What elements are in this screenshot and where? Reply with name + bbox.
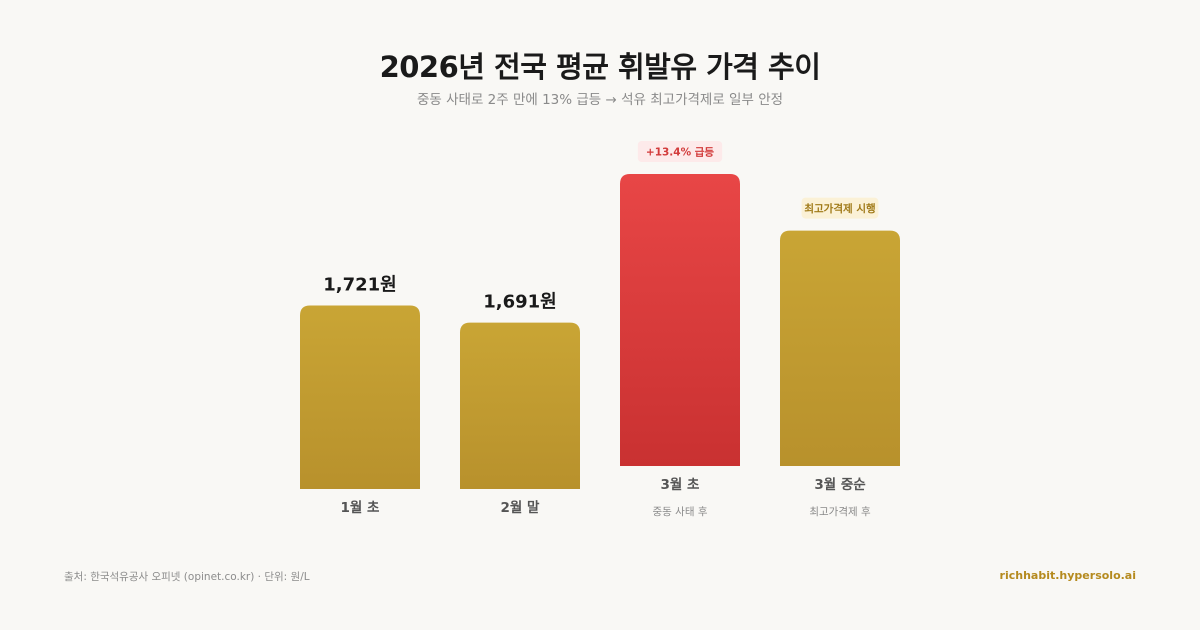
bar-4 (780, 230, 900, 466)
bar-2 (460, 322, 580, 489)
category-sublabel-3: 중동 사태 후 (653, 506, 708, 518)
value-label-1: 1,721원 (323, 274, 397, 295)
badge-bg-4 (801, 197, 879, 219)
category-label-1: 1월 초 (341, 499, 381, 516)
badge-label-4: 최고가격제 시행 (804, 202, 875, 215)
category-label-2: 2월 말 (501, 499, 541, 516)
bar-3 (620, 174, 740, 466)
badge-label-3: +13.4% 급등 (646, 147, 715, 159)
bars-group: 1,721원 1월 초 1,691원 2월 말 +13.4% 급등 3월 초중동 사태 후… (300, 141, 900, 518)
category-label-3: 3월 초 (661, 476, 701, 493)
brand-link[interactable]: richhabit.hypersolo.ai (999, 569, 1136, 582)
source-note: 출처: 한국석유공사 오피넷 (opinet.co.kr) · 단위: 원/L (64, 571, 310, 583)
bar-1 (300, 305, 420, 489)
value-label-2: 1,691원 (483, 292, 557, 313)
chart-subtitle: 중동 사태로 2주 만에 13% 급등 → 석유 최고가격제로 일부 안정 (416, 92, 784, 108)
category-sublabel-4: 최고가격제 후 (809, 505, 871, 518)
category-label-4: 3월 중순 (814, 476, 866, 493)
badge-bg-3 (637, 141, 723, 162)
chart-title: 2026년 전국 평균 휘발유 가격 추이 (379, 50, 821, 84)
